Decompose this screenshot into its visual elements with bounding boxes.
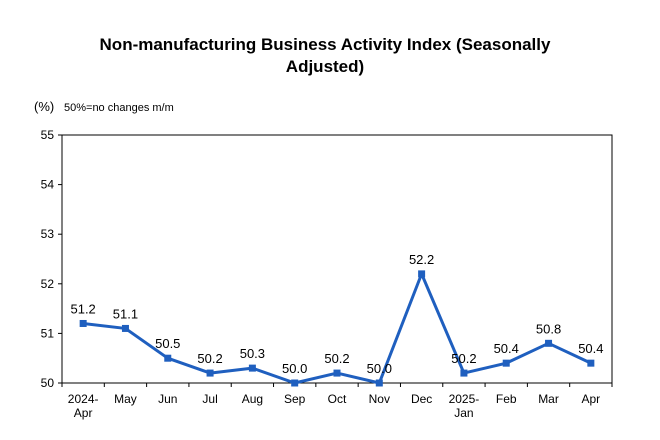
data-label: 52.2 [409,252,434,267]
chart-title: Non-manufacturing Business Activity Inde… [99,35,551,76]
data-label: 50.2 [451,351,476,366]
data-point [248,364,256,372]
series-line [82,272,592,385]
y-tick-label: 53 [41,227,55,241]
data-point [460,369,468,377]
data-point [375,379,383,387]
x-tick-label: Aug [242,392,263,406]
data-point [545,339,553,347]
x-tick-label: Nov [369,392,390,406]
x-tick-label: 2024-Apr [68,392,99,420]
x-tick-label: Jun [158,392,177,406]
data-point [418,270,426,278]
x-tick-label: May [114,392,137,406]
data-label: 50.5 [155,336,180,351]
plot-frame [61,134,613,384]
data-label: 50.2 [197,351,222,366]
data-point [164,354,172,362]
data-label: 51.2 [70,301,95,316]
y-tick-label: 52 [41,277,55,291]
data-point [587,359,595,367]
data-label: 50.0 [367,361,392,376]
data-label: 50.4 [494,341,519,356]
x-tick-label: Mar [538,392,559,406]
data-label: 50.2 [324,351,349,366]
data-label: 50.8 [536,321,561,336]
y-tick-label: 54 [41,178,55,192]
data-point [206,369,214,377]
x-tick-label: Oct [328,392,347,406]
data-label: 50.0 [282,361,307,376]
y-tick-label: 51 [41,326,55,340]
data-point [121,324,129,332]
chart-annotation: 50%=no changes m/m [64,102,174,114]
x-tick-label: 2025-Jan [449,392,480,420]
x-tick-label: Sep [284,392,306,406]
data-point [79,319,87,327]
data-label: 50.3 [240,346,265,361]
y-axis-unit: (%) [34,99,55,114]
x-tick-label: Jul [202,392,217,406]
x-tick-label: Dec [411,392,432,406]
y-tick-label: 55 [41,128,55,142]
y-tick-label: 50 [41,376,55,390]
data-label: 51.1 [113,306,138,321]
data-point [502,359,510,367]
data-point [291,379,299,387]
x-tick-label: Feb [496,392,517,406]
data-point [333,369,341,377]
x-tick-label: Apr [582,392,601,406]
data-label: 50.4 [578,341,603,356]
